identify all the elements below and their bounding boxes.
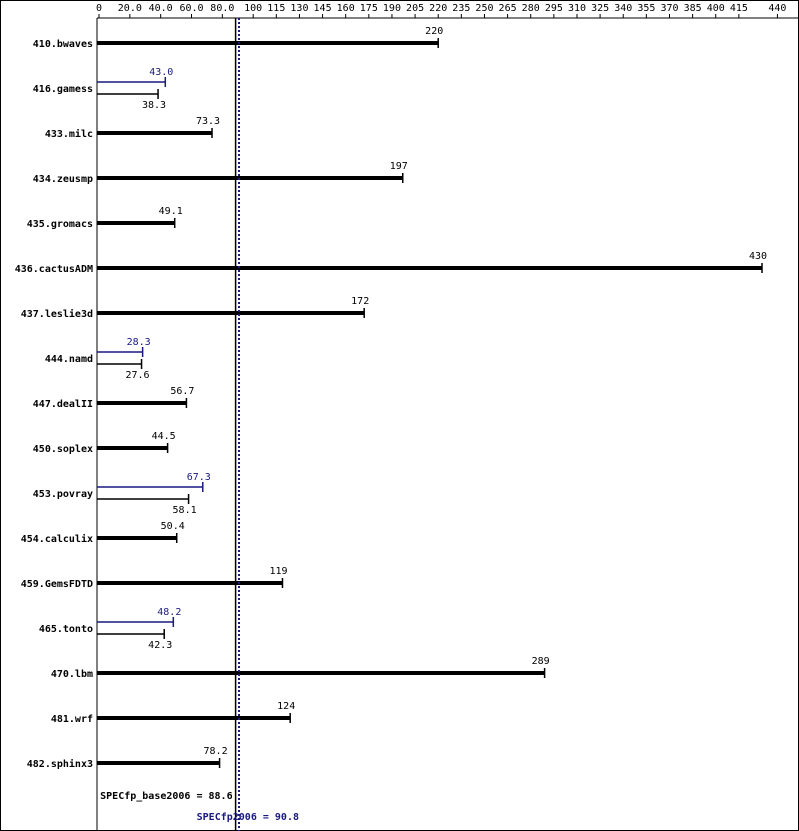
x-tick-label: 130 — [290, 3, 308, 14]
x-tick-label: 310 — [568, 3, 586, 14]
x-tick-label: 100 — [244, 3, 262, 14]
value-label: 197 — [390, 161, 408, 172]
value-label: 27.6 — [126, 370, 150, 381]
value-label: 67.3 — [187, 472, 211, 483]
x-tick-label: 190 — [383, 3, 401, 14]
x-tick-label: 145 — [314, 3, 332, 14]
x-tick-label: 175 — [360, 3, 378, 14]
category-label: 410.bwaves — [33, 39, 93, 50]
x-tick-label: 0 — [96, 3, 102, 14]
value-label: 28.3 — [127, 337, 151, 348]
x-tick-label: 250 — [475, 3, 493, 14]
x-tick-label: 220 — [429, 3, 447, 14]
value-label: 43.0 — [149, 67, 173, 78]
x-tick-label: 115 — [267, 3, 285, 14]
category-label: 481.wrf — [51, 714, 93, 725]
reference-label: SPECfp2006 = 90.8 — [197, 812, 299, 823]
category-label: 470.lbm — [51, 669, 93, 680]
x-tick-label: 325 — [591, 3, 609, 14]
x-tick-label: 385 — [684, 3, 702, 14]
x-tick-label: 160 — [337, 3, 355, 14]
value-label: 172 — [351, 296, 369, 307]
x-tick-label: 400 — [707, 3, 725, 14]
value-label: 289 — [532, 656, 550, 667]
x-tick-label: 60.0 — [179, 3, 203, 14]
x-tick-label: 20.0 — [118, 3, 142, 14]
value-label: 38.3 — [142, 100, 166, 111]
x-tick-label: 280 — [522, 3, 540, 14]
x-tick-label: 40.0 — [149, 3, 173, 14]
x-tick-label: 80.0 — [210, 3, 234, 14]
value-label: 119 — [269, 566, 287, 577]
category-label: 433.milc — [45, 128, 93, 140]
x-tick-label: 235 — [452, 3, 470, 14]
value-label: 50.4 — [161, 521, 185, 532]
reference-label: SPECfp_base2006 = 88.6 — [100, 791, 232, 802]
category-label: 447.dealII — [33, 399, 93, 410]
value-label: 49.1 — [159, 206, 183, 217]
x-tick-label: 340 — [614, 3, 632, 14]
value-label: 73.3 — [196, 116, 220, 127]
category-label: 465.tonto — [39, 624, 93, 635]
x-tick-label: 440 — [768, 3, 786, 14]
x-tick-label: 415 — [730, 3, 748, 14]
x-tick-label: 295 — [545, 3, 563, 14]
value-label: 48.2 — [157, 607, 181, 618]
value-label: 430 — [749, 251, 767, 262]
value-label: 78.2 — [204, 746, 228, 757]
category-label: 434.zeusmp — [33, 174, 93, 185]
category-label: 454.calculix — [21, 533, 93, 545]
x-tick-label: 370 — [660, 3, 678, 14]
category-label: 436.cactusADM — [15, 264, 93, 275]
x-tick-label: 355 — [637, 3, 655, 14]
category-label: 453.povray — [33, 489, 93, 500]
value-label: 58.1 — [173, 505, 197, 516]
value-label: 42.3 — [148, 640, 172, 651]
value-label: 56.7 — [170, 386, 194, 397]
category-label: 482.sphinx3 — [27, 758, 93, 770]
value-label: 124 — [277, 701, 295, 712]
x-tick-label: 205 — [406, 3, 424, 14]
value-label: 44.5 — [152, 431, 176, 442]
x-tick-label: 265 — [499, 3, 517, 14]
category-label: 450.soplex — [33, 444, 93, 455]
category-label: 437.leslie3d — [21, 308, 93, 320]
value-label: 220 — [425, 26, 443, 37]
category-label: 416.gamess — [33, 84, 93, 95]
category-label: 444.namd — [45, 354, 93, 365]
category-label: 435.gromacs — [27, 219, 93, 230]
category-label: 459.GemsFDTD — [21, 579, 93, 590]
